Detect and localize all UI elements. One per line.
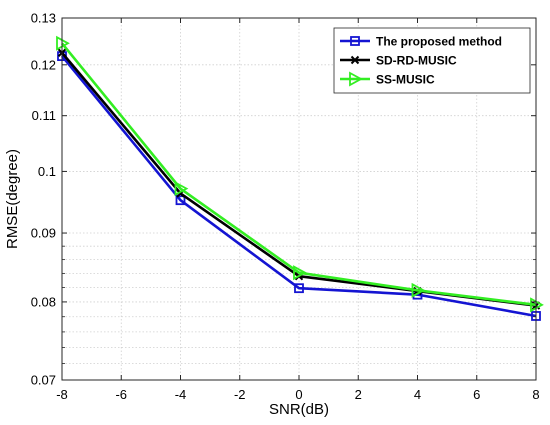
axis-ticks: -8 -6 -4 -2 0 2 4 6 8 0.07 0.08 0.09 0.1 0.11 0.12 0.13 bbox=[31, 11, 540, 403]
y-tick-label: 0.07 bbox=[31, 373, 56, 388]
y-tick-label: 0.1 bbox=[38, 164, 56, 179]
y-tick-label: 0.12 bbox=[31, 57, 56, 72]
y-tick-label: 0.09 bbox=[31, 226, 56, 241]
legend-entry: SD-RD-MUSIC bbox=[340, 54, 457, 68]
legend: The proposed method SD-RD-MUSIC SS-MUSIC bbox=[333, 27, 531, 94]
legend-marker bbox=[350, 36, 360, 46]
data-point bbox=[174, 181, 189, 197]
x-tick-label: -8 bbox=[56, 387, 68, 402]
x-axis-label: SNR(dB) bbox=[269, 401, 329, 418]
legend-marker bbox=[349, 71, 363, 87]
y-tick-label: 0.13 bbox=[31, 11, 56, 26]
x-tick-label: 6 bbox=[473, 387, 480, 402]
legend-label: SS-MUSIC bbox=[376, 73, 435, 87]
x-tick-label: -6 bbox=[115, 387, 127, 402]
legend-label: SD-RD-MUSIC bbox=[376, 54, 457, 68]
legend-entry: The proposed method bbox=[340, 35, 502, 49]
data-point bbox=[175, 195, 186, 206]
y-tick-label: 0.11 bbox=[32, 108, 56, 123]
series-line bbox=[60, 55, 537, 318]
y-tick-label: 0.08 bbox=[31, 294, 56, 309]
y-axis-label: RMSE(degree) bbox=[4, 149, 21, 249]
data-point bbox=[293, 265, 307, 281]
data-point bbox=[294, 283, 304, 294]
legend-label: The proposed method bbox=[376, 35, 502, 49]
legend-marker bbox=[350, 55, 360, 65]
x-tick-label: 2 bbox=[355, 387, 362, 402]
x-tick-label: -4 bbox=[175, 387, 187, 402]
legend-entry: SS-MUSIC bbox=[340, 71, 435, 87]
x-tick-label: 0 bbox=[295, 387, 302, 402]
data-point bbox=[411, 282, 426, 298]
legend-box bbox=[333, 27, 531, 94]
series-line bbox=[60, 42, 537, 307]
x-tick-label: 8 bbox=[532, 387, 539, 402]
x-tick-label: -2 bbox=[234, 387, 246, 402]
x-tick-label: 4 bbox=[414, 387, 421, 402]
